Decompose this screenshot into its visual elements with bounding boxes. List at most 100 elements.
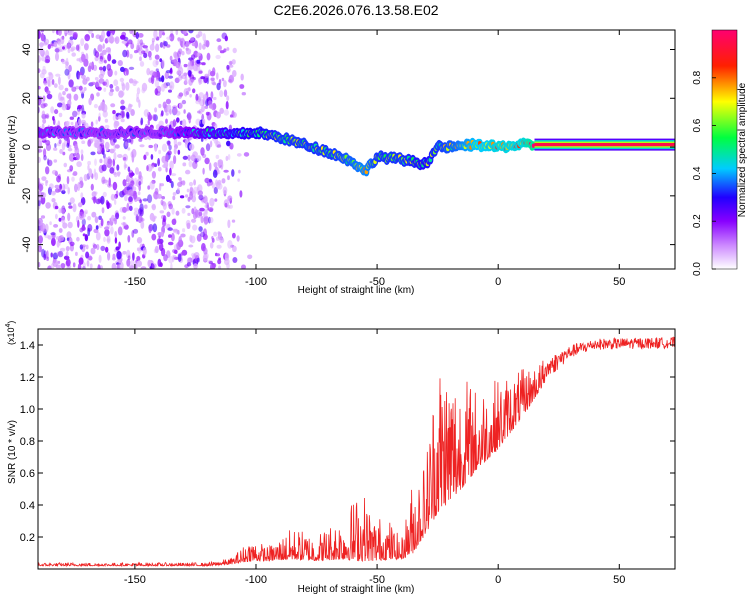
spectrogram-noise-cell	[83, 174, 88, 182]
spectrogram-noise-cell	[58, 92, 62, 101]
spectrogram-noise-cell	[177, 75, 183, 81]
spectrogram-noise-cell	[217, 259, 222, 265]
spectrogram-noise-cell	[219, 90, 224, 98]
spectrogram-noise-cell	[96, 92, 100, 97]
spectrogram-noise-cell	[172, 255, 177, 261]
spectrogram-noise-cell	[104, 229, 110, 237]
spectrogram-noise-cell	[198, 70, 203, 74]
spectrogram-noise-cell	[118, 241, 121, 249]
spectrogram-noise-cell	[43, 102, 48, 107]
spectrogram-noise-cell	[106, 235, 111, 244]
spectrogram-noise-cell	[91, 33, 94, 38]
spectrogram-noise-cell	[121, 83, 126, 91]
spectrogram-noise-cell	[54, 188, 61, 193]
spectrogram-noise-cell	[47, 79, 51, 87]
spectrogram-noise-cell	[72, 31, 78, 39]
spectrogram-noise-cell	[52, 118, 56, 126]
spectrogram-noise-cell	[98, 73, 104, 79]
spectrogram-noise-cell	[173, 155, 177, 165]
spectrogram-noise-cell	[198, 194, 204, 201]
spectrogram-noise-cell	[127, 147, 131, 151]
spectrogram-noise-cell	[203, 208, 208, 218]
spectrogram-noise-cell	[102, 65, 107, 72]
spectrogram-noise-cell	[151, 203, 156, 211]
spectrogram-noise-cell	[201, 104, 205, 113]
spectrogram-noise-cell	[118, 90, 124, 98]
spectrogram-noise-cell	[226, 64, 230, 70]
colorbar-tick-label: 0.0	[692, 262, 703, 276]
spectrogram-noise-cell	[155, 76, 159, 81]
spectrogram-noise-cell	[110, 194, 117, 201]
spectrogram-noise-cell	[202, 254, 208, 262]
spectrogram-noise-cell	[95, 225, 99, 230]
spectrogram-noise-cell	[87, 139, 92, 147]
spectrogram-noise-cell	[147, 185, 151, 190]
spectrogram-noise-cell	[58, 112, 63, 118]
spectrogram-noise-cell	[78, 211, 85, 219]
spectrogram-noise-cell	[52, 30, 55, 34]
spectrogram-noise-cell	[66, 176, 70, 185]
spectrogram-noise-cell	[122, 138, 128, 142]
spectrogram-noise-cell	[144, 204, 148, 209]
spectrogram-noise-cell	[147, 259, 152, 268]
spectrogram-noise-cell	[195, 118, 201, 126]
spectrogram-noise-cell	[170, 181, 174, 189]
spectrogram-noise-cell	[142, 198, 148, 202]
spectrogram-noise-cell	[138, 33, 144, 38]
spectrogram-noise-cell	[74, 143, 79, 151]
spectrogram-noise-cell	[98, 78, 105, 84]
spectrogram-noise-cell	[108, 177, 111, 187]
colorbar-gradient	[711, 29, 738, 270]
spectrogram-noise-cell	[69, 165, 74, 172]
spectrogram-noise-cell	[54, 184, 60, 189]
spectrogram-noise-cell	[91, 81, 96, 85]
spectrogram-noise-cell	[49, 221, 52, 226]
spectrogram-noise-cell	[77, 104, 83, 109]
spectrogram-noise-cell	[62, 46, 65, 50]
spectrogram-noise-cell	[161, 59, 165, 69]
snr-y-tick-label: 1.0	[20, 404, 35, 416]
spectrogram-noise-cell	[198, 92, 204, 99]
spectrogram-y-tick-label: 40	[21, 43, 33, 55]
spectrogram-noise-cell	[139, 56, 142, 62]
spectrogram-noise-cell	[50, 106, 55, 114]
spectrogram-noise-cell	[60, 96, 66, 106]
spectrogram-noise-cell	[151, 233, 157, 241]
spectrogram-noise-cell	[201, 62, 206, 66]
spectrogram-noise-cell	[157, 238, 162, 245]
spectrogram-noise-cell	[130, 151, 134, 158]
spectrogram-noise-cell	[71, 52, 76, 57]
spectrogram-noise-cell	[211, 80, 216, 85]
spectrogram-noise-cell	[173, 147, 177, 155]
spectrogram-noise-cell	[112, 110, 116, 115]
spectrogram-noise-cell	[215, 54, 221, 60]
spectrogram-noise-cell	[41, 99, 45, 104]
spectrogram-noise-cell	[140, 220, 145, 229]
spectrogram-noise-cell	[76, 161, 82, 168]
spectrogram-noise-cell	[163, 41, 168, 47]
spectrogram-noise-cell	[167, 150, 172, 156]
spectrogram-noise-cell	[126, 114, 130, 120]
spectrogram-noise-cell	[131, 186, 137, 192]
snr-series-line	[38, 336, 675, 568]
spectrogram-noise-cell	[190, 154, 196, 162]
spectrogram-noise-cell	[107, 251, 111, 261]
spectrogram-noise-cell	[239, 84, 245, 89]
spectrogram-noise-cell	[136, 96, 140, 103]
spectrogram-noise-cell	[148, 225, 152, 234]
spectrogram-noise-cell	[47, 159, 53, 167]
spectrogram-noise-cell	[125, 82, 130, 91]
snr-y-label: SNR (10 * v/v)	[7, 420, 18, 484]
spectrogram-noise-cell	[128, 183, 134, 188]
colorbar-tick-label: 0.6	[692, 118, 703, 132]
spectrogram-noise-cell	[114, 70, 118, 76]
spectrogram-noise-cell	[123, 156, 127, 161]
colorbar-tick-label: 0.4	[692, 166, 703, 180]
spectrogram-noise-cell	[237, 178, 240, 182]
spectrogram-noise-cell	[185, 205, 191, 209]
spectrogram-noise-cell	[174, 249, 178, 254]
snr-y-tick-label: 0.4	[20, 500, 35, 512]
spectrogram-noise-cell	[155, 68, 159, 72]
spectrogram-noise-cell	[84, 34, 90, 42]
spectrogram-noise-cell	[224, 252, 230, 261]
